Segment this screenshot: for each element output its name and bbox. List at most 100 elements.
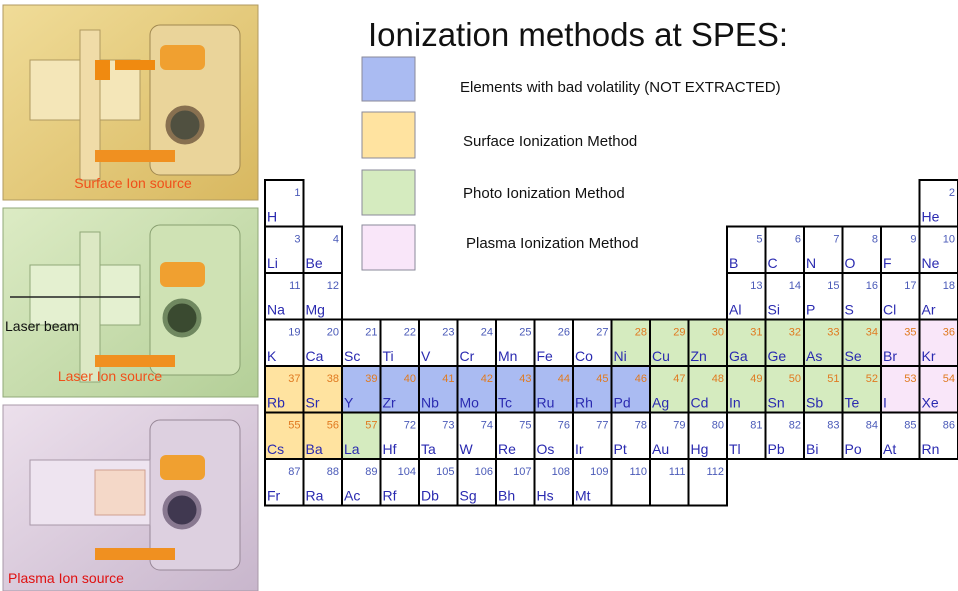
atomic-number: 17 (904, 280, 916, 292)
element-symbol: Br (883, 348, 897, 364)
element-symbol: Pt (614, 441, 627, 457)
element-symbol: Te (845, 395, 860, 411)
element-symbol: K (267, 348, 277, 364)
element-symbol: Ir (575, 441, 584, 457)
element-symbol: Ne (922, 255, 940, 271)
atomic-number: 22 (404, 327, 416, 339)
element-symbol: Se (845, 348, 862, 364)
element-symbol: Mg (306, 302, 325, 318)
element-symbol: Mo (460, 395, 480, 411)
atomic-number: 45 (596, 373, 608, 385)
element-symbol: Cd (691, 395, 709, 411)
element-cell: 112 (689, 459, 728, 506)
element-cell: 104Rf (381, 459, 420, 506)
element-cell: 34Se (843, 320, 882, 367)
legend-swatch (362, 170, 415, 215)
legend: Elements with bad volatility (NOT EXTRAC… (362, 57, 781, 270)
atomic-number: 5 (756, 234, 762, 246)
surface-source-image (3, 5, 258, 200)
atomic-number: 76 (558, 420, 570, 432)
atomic-number: 42 (481, 373, 493, 385)
element-symbol: Ru (537, 395, 555, 411)
element-symbol: Bh (498, 488, 515, 504)
element-symbol: S (845, 302, 854, 318)
legend-label: Photo Ionization Method (463, 185, 625, 202)
atomic-number: 107 (513, 466, 531, 478)
element-symbol: Ge (768, 348, 787, 364)
atomic-number: 49 (750, 373, 762, 385)
element-cell: 47Ag (650, 366, 689, 413)
atomic-number: 15 (827, 280, 839, 292)
atomic-number: 75 (519, 420, 531, 432)
legend-swatch (362, 112, 415, 158)
atomic-number: 77 (596, 420, 608, 432)
element-symbol: Ba (306, 441, 323, 457)
element-symbol: P (806, 302, 815, 318)
element-symbol: Ag (652, 395, 669, 411)
atomic-number: 87 (288, 466, 300, 478)
atomic-number: 25 (519, 327, 531, 339)
element-symbol: Ra (306, 488, 324, 504)
element-cell: 109Mt (573, 459, 612, 506)
element-symbol: At (883, 441, 896, 457)
atomic-number: 13 (750, 280, 762, 292)
atomic-number: 46 (635, 373, 647, 385)
element-symbol: Hs (537, 488, 554, 504)
element-cell: 105Db (419, 459, 458, 506)
atomic-number: 109 (590, 466, 608, 478)
legend-swatch (362, 225, 415, 270)
element-cell: 79Au (650, 413, 689, 460)
element-cell: 28Ni (612, 320, 651, 367)
atomic-number: 31 (750, 327, 762, 339)
legend-label: Surface Ionization Method (463, 133, 637, 150)
element-symbol: F (883, 255, 892, 271)
atomic-number: 74 (481, 420, 493, 432)
element-symbol: Sc (344, 348, 360, 364)
element-symbol: C (768, 255, 778, 271)
atomic-number: 10 (943, 234, 955, 246)
element-symbol: Cr (460, 348, 475, 364)
element-symbol: Pb (768, 441, 785, 457)
element-symbol: Mn (498, 348, 517, 364)
element-symbol: Ar (922, 302, 936, 318)
element-cell: 82Pb (766, 413, 805, 460)
element-symbol: La (344, 441, 360, 457)
element-symbol: Nb (421, 395, 439, 411)
atomic-number: 84 (866, 420, 878, 432)
element-cell: 5B (727, 227, 766, 274)
element-cell: 14Si (766, 273, 805, 320)
atomic-number: 50 (789, 373, 801, 385)
plasma-source-image (3, 405, 258, 591)
atomic-number: 9 (910, 234, 916, 246)
atomic-number: 8 (872, 234, 878, 246)
element-symbol: Be (306, 255, 323, 271)
atomic-number: 18 (943, 280, 955, 292)
atomic-number: 43 (519, 373, 531, 385)
atomic-number: 41 (442, 373, 454, 385)
element-cell: 72Hf (381, 413, 420, 460)
atomic-number: 23 (442, 327, 454, 339)
atomic-number: 21 (365, 327, 377, 339)
element-cell: 57La (342, 413, 381, 460)
element-symbol: Hg (691, 441, 709, 457)
element-cell: 21 Sc (342, 320, 381, 367)
atomic-number: 19 (288, 327, 300, 339)
element-symbol: As (806, 348, 822, 364)
element-symbol: Rh (575, 395, 593, 411)
element-symbol: Ac (344, 488, 360, 504)
atomic-number: 104 (398, 466, 416, 478)
element-symbol: Y (344, 395, 354, 411)
element-cell: 32Ge (766, 320, 805, 367)
atomic-number: 14 (789, 280, 801, 292)
atomic-number: 72 (404, 420, 416, 432)
element-symbol: Rb (267, 395, 285, 411)
